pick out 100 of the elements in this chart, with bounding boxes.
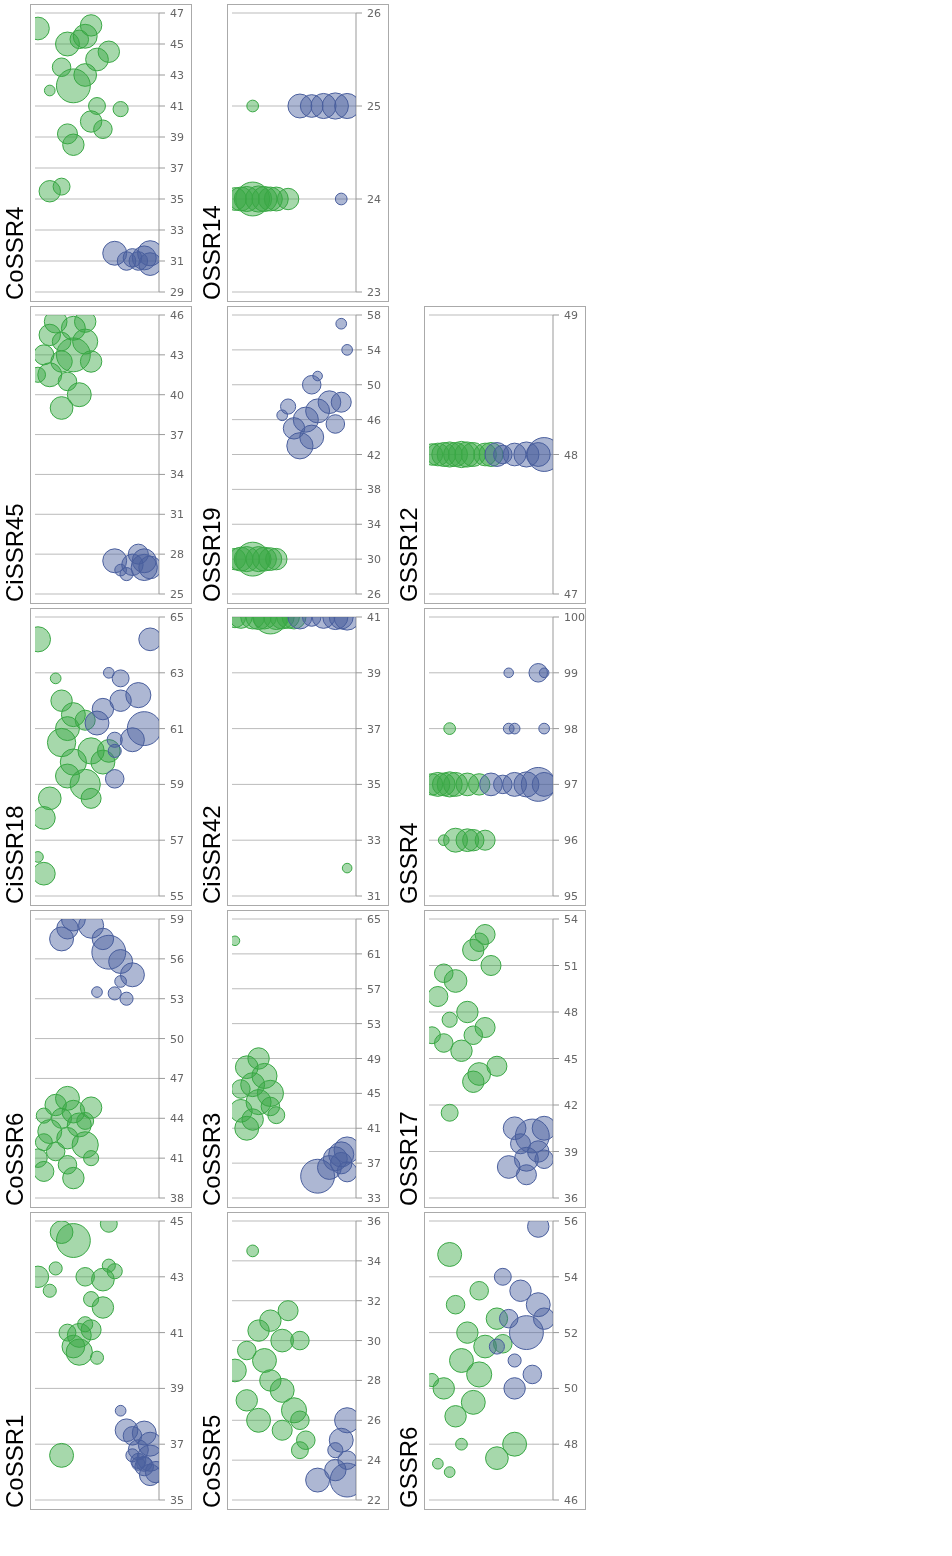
- y-tick-label: 65: [367, 913, 381, 926]
- y-tick-label: 41: [170, 100, 184, 113]
- y-tick-label: 39: [564, 1145, 578, 1159]
- y-tick-label: 50: [170, 1032, 184, 1046]
- y-tick-label: 95: [564, 890, 578, 903]
- text: CoSSR1: [0, 1413, 29, 1510]
- y-tick-label: 55: [170, 890, 184, 903]
- text: CiSSR18: [0, 804, 29, 906]
- y-tick-label: 99: [564, 666, 578, 680]
- y-tick-label: 41: [170, 1152, 184, 1166]
- y-tick-label: 45: [564, 1052, 578, 1066]
- y-tick-label: 65: [170, 611, 184, 624]
- y-tick-label: 49: [367, 1052, 381, 1066]
- text: CiSSR45: [0, 502, 29, 604]
- y-tick-label: 45: [367, 1087, 381, 1101]
- y-tick-label: 37: [367, 722, 381, 736]
- y-tick-label: 34: [367, 1254, 381, 1268]
- y-tick-label: 42: [367, 448, 381, 462]
- text: GSSR4: [394, 821, 423, 906]
- y-tick-label: 35: [170, 193, 184, 206]
- y-tick-label: 43: [170, 69, 184, 82]
- y-tick-label: 48: [564, 1438, 578, 1452]
- y-tick-label: 41: [367, 611, 381, 624]
- y-tick-label: 58: [367, 309, 381, 322]
- text: OSSR19: [197, 506, 226, 604]
- y-tick-label: 46: [564, 1494, 578, 1507]
- y-tick-label: 35: [367, 778, 381, 792]
- text: OSSR14: [197, 204, 226, 302]
- y-tick-label: 37: [170, 1438, 184, 1452]
- y-tick-label: 33: [367, 834, 381, 848]
- y-tick-label: 31: [170, 508, 184, 522]
- y-tick-label: 54: [564, 913, 578, 926]
- y-tick-label: 54: [367, 343, 381, 357]
- text: CoSSR4: [0, 205, 29, 302]
- text: CoSSR6: [0, 1111, 29, 1208]
- y-tick-label: 31: [367, 890, 381, 903]
- y-tick-label: 36: [564, 1192, 578, 1205]
- y-tick-label: 46: [170, 309, 184, 322]
- y-tick-label: 38: [170, 1192, 184, 1205]
- y-tick-label: 56: [170, 952, 184, 966]
- y-tick-label: 25: [367, 100, 381, 113]
- y-tick-label: 43: [170, 1270, 184, 1284]
- y-tick-label: 47: [170, 7, 184, 20]
- y-tick-label: 47: [170, 1072, 184, 1086]
- y-tick-label: 45: [170, 1215, 184, 1228]
- y-tick-label: 26: [367, 588, 381, 601]
- text: GSSR12: [394, 506, 423, 604]
- y-tick-label: 41: [170, 1326, 184, 1340]
- y-tick-label: 37: [170, 162, 184, 175]
- y-tick-label: 63: [170, 666, 184, 680]
- y-tick-label: 96: [564, 834, 578, 848]
- y-tick-label: 37: [170, 428, 184, 442]
- y-tick-label: 46: [367, 413, 381, 427]
- y-tick-label: 39: [170, 131, 184, 144]
- y-tick-label: 97: [564, 778, 578, 792]
- y-tick-label: 54: [564, 1270, 578, 1284]
- y-tick-label: 30: [367, 1334, 381, 1348]
- text: CiSSR42: [197, 804, 226, 906]
- text: CoSSR3: [197, 1111, 226, 1208]
- text: GSSR6: [394, 1425, 423, 1510]
- y-tick-label: 61: [367, 947, 381, 961]
- text: CoSSR5: [197, 1413, 226, 1510]
- y-tick-label: 29: [170, 286, 184, 299]
- y-tick-label: 48: [564, 448, 578, 462]
- y-tick-label: 24: [367, 193, 381, 206]
- y-tick-label: 32: [367, 1294, 381, 1308]
- y-tick-label: 24: [367, 1454, 381, 1468]
- y-tick-label: 30: [367, 553, 381, 567]
- y-tick-label: 45: [170, 38, 184, 51]
- y-tick-label: 33: [367, 1192, 381, 1205]
- y-tick-label: 52: [564, 1326, 578, 1340]
- y-tick-label: 31: [170, 255, 184, 268]
- y-tick-label: 25: [170, 588, 184, 601]
- y-tick-label: 39: [170, 1382, 184, 1396]
- y-tick-label: 53: [170, 992, 184, 1006]
- y-tick-label: 61: [170, 722, 184, 736]
- y-tick-label: 39: [367, 666, 381, 680]
- y-tick-label: 49: [564, 309, 578, 322]
- y-tick-label: 36: [367, 1215, 381, 1228]
- y-tick-label: 51: [564, 959, 578, 973]
- y-tick-label: 26: [367, 7, 381, 20]
- y-tick-label: 38: [367, 483, 381, 497]
- text: OSSR17: [394, 1110, 423, 1208]
- y-tick-label: 33: [170, 224, 184, 237]
- y-tick-label: 59: [170, 778, 184, 792]
- y-tick-label: 47: [564, 588, 578, 601]
- y-tick-label: 48: [564, 1006, 578, 1019]
- y-tick-label: 57: [170, 834, 184, 848]
- y-tick-label: 22: [367, 1494, 381, 1507]
- y-tick-label: 28: [170, 548, 184, 562]
- y-tick-label: 37: [367, 1157, 381, 1171]
- y-tick-label: 40: [170, 388, 184, 402]
- y-tick-label: 98: [564, 722, 578, 736]
- y-tick-label: 42: [564, 1099, 578, 1112]
- y-tick-label: 44: [170, 1112, 184, 1126]
- y-tick-label: 56: [564, 1215, 578, 1228]
- y-tick-label: 100: [564, 611, 585, 624]
- y-tick-label: 50: [367, 378, 381, 392]
- y-tick-label: 28: [367, 1374, 381, 1388]
- y-tick-label: 43: [170, 348, 184, 362]
